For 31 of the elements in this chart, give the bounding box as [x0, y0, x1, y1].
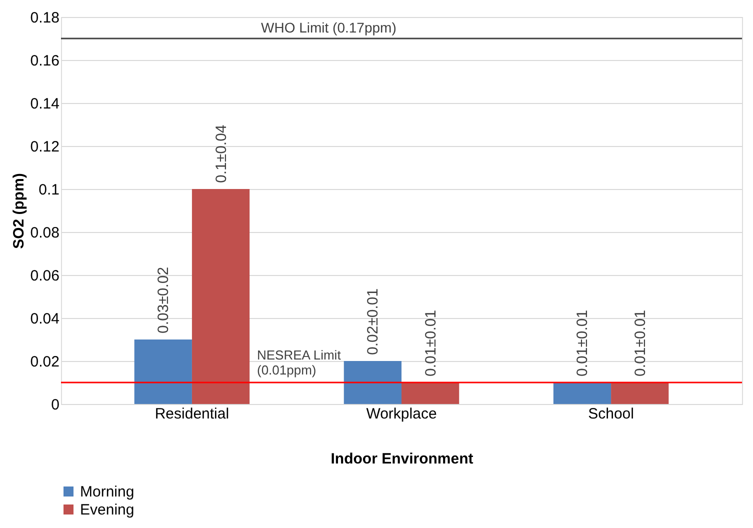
- y-tick-label: 0.04: [30, 310, 60, 328]
- legend-label: Morning: [80, 484, 134, 500]
- x-tick-label: School: [588, 406, 634, 422]
- data-label: 0.01±0.01: [422, 310, 440, 376]
- y-tick-label: 0.06: [30, 268, 60, 284]
- bar: [611, 382, 669, 404]
- y-axis-title: SO2 (ppm): [10, 173, 28, 249]
- y-tick-label: 0.1: [38, 182, 60, 198]
- x-tick-label: Workplace: [366, 406, 437, 422]
- data-label: 0.1±0.04: [212, 124, 230, 183]
- bar: [402, 382, 460, 404]
- y-tick-label: 0.02: [30, 354, 60, 370]
- data-label: 0.03±0.02: [155, 266, 172, 334]
- x-axis-title: Indoor Environment: [330, 450, 474, 468]
- y-tick-label: 0.12: [30, 138, 60, 156]
- y-tick-label: 0.16: [30, 52, 60, 70]
- bar: [553, 382, 612, 404]
- legend-label: Evening: [80, 502, 134, 518]
- data-label: 0.01±0.01: [574, 310, 592, 376]
- y-tick-label: 0.18: [30, 10, 60, 26]
- data-label: 0.01±0.01: [632, 310, 649, 376]
- y-tick-label: 0.14: [30, 96, 60, 112]
- y-tick-label: 0.08: [30, 224, 60, 242]
- ref-line-label: WHO Limit (0.17ppm): [261, 20, 396, 36]
- x-tick-label: Residential: [154, 406, 230, 422]
- bar: [134, 340, 192, 404]
- y-tick-label: 0: [51, 396, 60, 414]
- bar: [192, 189, 250, 404]
- ref-line-label: NESREA Limit (0.01ppm): [257, 348, 342, 378]
- data-label: 0.02±0.01: [364, 288, 382, 355]
- bar: [344, 361, 402, 404]
